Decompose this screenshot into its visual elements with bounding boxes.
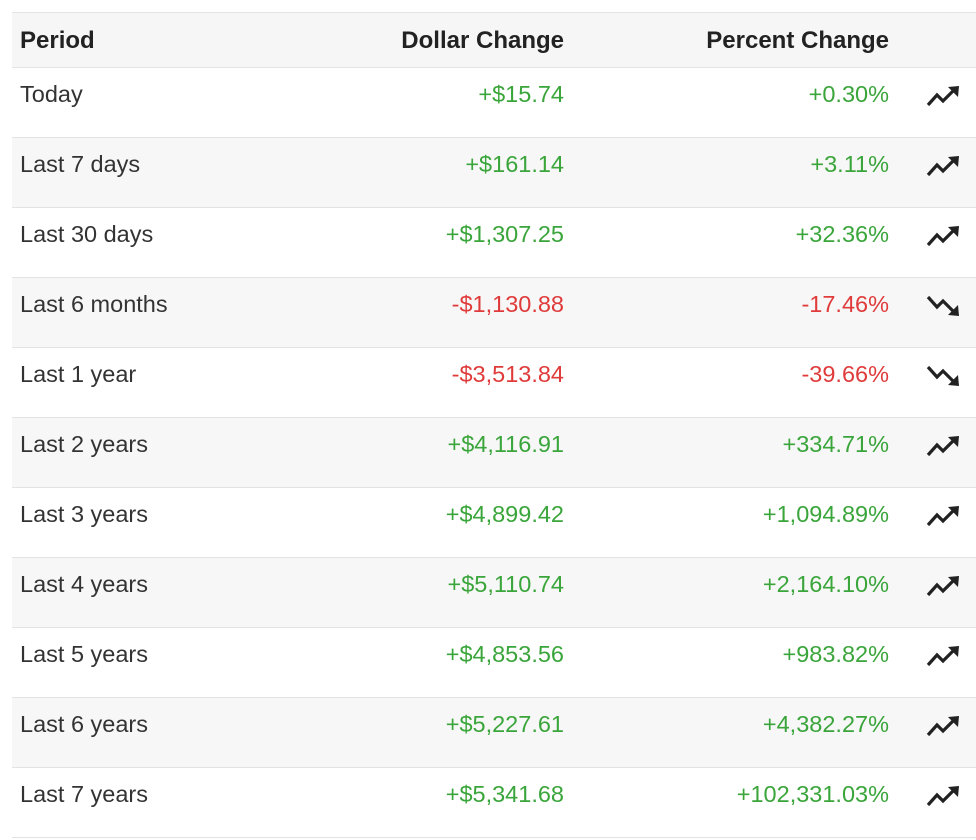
percent-change-value: +102,331.03% <box>736 781 889 807</box>
percent-change-value: +4,382.27% <box>762 711 889 737</box>
table-row: Last 30 days +$1,307.25 +32.36% <box>12 208 976 278</box>
table-row: Last 6 years +$5,227.61 +4,382.27% <box>12 698 976 768</box>
header-period: Period <box>20 27 95 54</box>
dollar-change-value: -$3,513.84 <box>451 361 564 387</box>
table-row: Last 7 years +$5,341.68 +102,331.03% <box>12 768 976 838</box>
period-label: Last 7 years <box>20 781 149 807</box>
period-label: Last 2 years <box>20 431 149 457</box>
dollar-change-value: +$161.14 <box>465 151 564 177</box>
header-percent-change: Percent Change <box>706 27 889 54</box>
table-row: Last 1 year -$3,513.84 -39.66% <box>12 348 976 418</box>
table-body: Today +$15.74 +0.30% Last 7 days +$161.14 +3.… <box>12 68 976 838</box>
table-row: Last 5 years +$4,853.56 +983.82% <box>12 628 976 698</box>
table-row: Today +$15.74 +0.30% <box>12 68 976 138</box>
period-label: Last 6 months <box>20 291 168 317</box>
header-dollar-change: Dollar Change <box>401 27 564 54</box>
period-label: Last 30 days <box>20 221 154 247</box>
percent-change-value: +32.36% <box>795 221 889 247</box>
table-row: Last 6 months -$1,130.88 -17.46% <box>12 278 976 348</box>
period-label: Today <box>20 81 83 107</box>
percent-change-value: +1,094.89% <box>762 501 889 527</box>
table-row: Last 4 years +$5,110.74 +2,164.10% <box>12 558 976 628</box>
header-trend <box>889 27 976 29</box>
percent-change-value: +334.71% <box>782 431 890 457</box>
period-label: Last 1 year <box>20 361 137 387</box>
trending-up-icon <box>889 221 976 249</box>
percent-change-value: +2,164.10% <box>762 571 889 597</box>
percent-change-value: +0.30% <box>808 81 889 107</box>
percent-change-value: +3.11% <box>810 151 889 177</box>
percent-change-value: -39.66% <box>801 361 889 387</box>
dollar-change-value: +$4,116.91 <box>447 431 564 457</box>
trending-up-icon <box>889 431 976 459</box>
table-row: Last 2 years +$4,116.91 +334.71% <box>12 418 976 488</box>
trending-up-icon <box>889 81 976 109</box>
dollar-change-value: +$1,307.25 <box>445 221 564 247</box>
trending-up-icon <box>889 501 976 529</box>
table-row: Last 7 days +$161.14 +3.11% <box>12 138 976 208</box>
trending-up-icon <box>889 571 976 599</box>
percent-change-value: -17.46% <box>801 291 889 317</box>
trending-up-icon <box>889 151 976 179</box>
table-header-row: Period Dollar Change Percent Change <box>12 13 976 68</box>
trending-up-icon <box>889 641 976 669</box>
percent-change-value: +983.82% <box>782 641 890 667</box>
period-label: Last 5 years <box>20 641 149 667</box>
period-label: Last 7 days <box>20 151 141 177</box>
dollar-change-value: +$4,853.56 <box>445 641 564 667</box>
table-row: Last 3 years +$4,899.42 +1,094.89% <box>12 488 976 558</box>
dollar-change-value: +$5,227.61 <box>445 711 564 737</box>
trending-down-icon <box>889 361 976 389</box>
trending-down-icon <box>889 291 976 319</box>
dollar-change-value: +$4,899.42 <box>445 501 564 527</box>
period-label: Last 4 years <box>20 571 149 597</box>
dollar-change-value: +$5,110.74 <box>447 571 564 597</box>
period-label: Last 6 years <box>20 711 149 737</box>
trending-up-icon <box>889 781 976 809</box>
trending-up-icon <box>889 711 976 739</box>
dollar-change-value: +$15.74 <box>478 81 564 107</box>
price-change-table: Period Dollar Change Percent Change Toda… <box>12 12 976 838</box>
dollar-change-value: -$1,130.88 <box>451 291 564 317</box>
dollar-change-value: +$5,341.68 <box>445 781 564 807</box>
period-label: Last 3 years <box>20 501 149 527</box>
